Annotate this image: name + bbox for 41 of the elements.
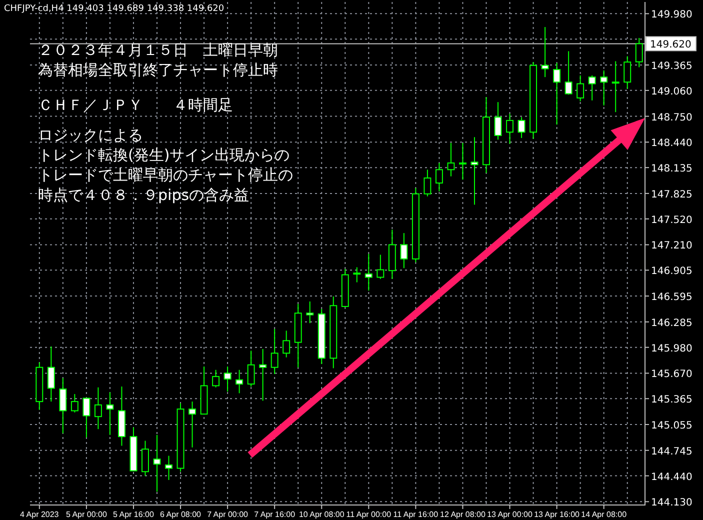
y-tick-label: 147.825 — [651, 189, 692, 200]
y-tick-label: 145.670 — [651, 369, 692, 380]
x-tick-label: 5 Apr 16:00 — [113, 510, 154, 519]
y-tick-label: 144.130 — [651, 498, 692, 509]
y-tick-label: 145.055 — [651, 420, 692, 432]
y-tick-label: 148.135 — [651, 164, 692, 175]
y-tick-label: 148.750 — [651, 112, 692, 124]
x-tick-label: 5 Apr 00:00 — [66, 510, 108, 519]
y-tick-label: 149.060 — [651, 86, 692, 98]
x-tick-label: 13 Apr 00:00 — [487, 510, 534, 519]
x-tick-label: 6 Apr 08:00 — [160, 510, 202, 519]
y-tick-label: 144.745 — [651, 446, 692, 458]
y-tick-label: 145.980 — [651, 343, 692, 354]
y-tick-label: 145.365 — [651, 394, 692, 406]
ref-line-label: 149.620 — [650, 40, 692, 51]
chart-title: ２０２３年４月１５日 土曜日早朝 — [38, 41, 278, 59]
y-tick-label: 147.210 — [651, 240, 692, 252]
x-tick-label: 14 Apr 08:00 — [581, 510, 628, 519]
annotation: トレードで土曜早朝のチャート停止の — [38, 166, 293, 184]
y-tick-label: 146.595 — [651, 292, 692, 304]
x-tick-label: 4 Apr 2023 — [20, 510, 60, 519]
x-tick-label: 13 Apr 16:00 — [534, 510, 580, 519]
x-tick-label: 10 Apr 08:00 — [298, 510, 345, 519]
x-tick-label: 7 Apr 00:00 — [207, 510, 249, 519]
x-tick-label: 7 Apr 16:00 — [254, 510, 296, 519]
y-tick-label: 149.365 — [651, 60, 692, 72]
y-tick-label: 144.440 — [651, 472, 692, 483]
text: 為替相場全取引終了チャート停止時 — [38, 61, 278, 79]
annotation: ロジックによる — [38, 126, 143, 144]
x-tick-label: 11 Apr 16:00 — [393, 510, 439, 519]
y-tick-label: 147.520 — [651, 214, 692, 226]
annotation: ＣＨＦ／ＪＰＹ ４時間足 — [38, 96, 233, 114]
y-tick-label: 146.905 — [651, 266, 692, 278]
y-tick-label: 148.440 — [651, 138, 692, 150]
y-tick-label: 146.285 — [651, 318, 692, 329]
x-tick-label: 12 Apr 08:00 — [440, 510, 486, 519]
y-tick-label: 149.980 — [651, 10, 692, 21]
x-tick-label: 11 Apr 00:00 — [346, 510, 392, 519]
annotation: CHFJPY-cd,H4 149.403 149.689 149.338 149.620 — [4, 4, 224, 14]
annotation: トレンド転換(発生)サイン出現からの — [38, 146, 290, 164]
annotation: 時点で４０８．９pipsの含み益 — [38, 186, 250, 204]
